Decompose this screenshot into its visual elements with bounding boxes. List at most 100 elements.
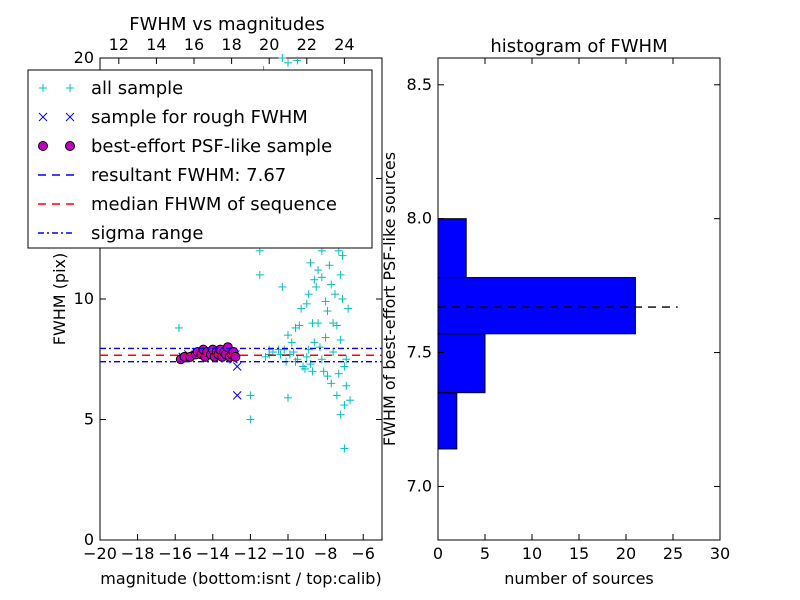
scatter-point bbox=[284, 58, 292, 67]
scatter-point bbox=[334, 369, 343, 378]
x-tick-label: −6 bbox=[351, 544, 375, 563]
y-tick-label: 8.5 bbox=[407, 75, 432, 94]
scatter-point bbox=[336, 410, 345, 419]
histogram-bar bbox=[437, 333, 486, 394]
scatter-point bbox=[230, 351, 241, 362]
scatter-point bbox=[278, 54, 287, 62]
right-y-axis-label: FWHM of best-effort PSF-like sources bbox=[380, 152, 399, 446]
y-tick-label: 10 bbox=[74, 289, 94, 308]
legend-marker bbox=[39, 84, 47, 92]
scatter-point bbox=[304, 345, 313, 354]
x-tick-label: 30 bbox=[710, 544, 730, 563]
legend-item: best-effort PSF-like sample bbox=[38, 136, 332, 157]
legend-item: sample for rough FWHM bbox=[38, 107, 308, 128]
legend-marker bbox=[65, 112, 75, 122]
legend-label: best-effort PSF-like sample bbox=[91, 136, 332, 157]
scatter-point bbox=[246, 415, 255, 424]
scatter-point bbox=[323, 372, 332, 381]
x-tick-label: −18 bbox=[121, 544, 155, 563]
scatter-point bbox=[338, 295, 347, 303]
left-x-axis-label: magnitude (bottom:isnt / top:calib) bbox=[100, 569, 381, 588]
scatter-point bbox=[255, 270, 264, 279]
scatter-point bbox=[314, 319, 323, 328]
legend-item: sigma range bbox=[38, 223, 203, 244]
legend-label: sample for rough FWHM bbox=[91, 107, 308, 128]
x-tick-label: −10 bbox=[271, 544, 305, 563]
legend-marker bbox=[38, 141, 48, 151]
scatter-point bbox=[336, 335, 345, 344]
scatter-point bbox=[319, 367, 328, 376]
scatter-point bbox=[232, 362, 242, 371]
scatter-point bbox=[332, 321, 341, 330]
top-x-tick-label: 14 bbox=[146, 35, 166, 54]
scatter-point bbox=[338, 251, 347, 260]
scatter-point bbox=[261, 352, 270, 361]
right-x-axis-label: number of sources bbox=[504, 569, 654, 588]
scatter-point bbox=[321, 333, 330, 342]
scatter-point bbox=[310, 338, 319, 347]
legend-item: median FHWM of sequence bbox=[38, 194, 337, 215]
scatter-point bbox=[302, 352, 311, 361]
legend-item: all sample bbox=[39, 78, 183, 99]
scatter-point bbox=[329, 348, 338, 357]
scatter-point bbox=[315, 343, 324, 352]
legend-label: all sample bbox=[91, 78, 183, 99]
legend-marker bbox=[66, 84, 74, 92]
x-tick-label: 10 bbox=[522, 544, 542, 563]
legend-item: resultant FWHM: 7.67 bbox=[38, 165, 286, 186]
top-x-tick-label: 24 bbox=[334, 35, 354, 54]
scatter-point bbox=[306, 258, 315, 267]
x-tick-label: 25 bbox=[663, 544, 683, 563]
scatter-point bbox=[276, 350, 285, 359]
x-tick-label: −8 bbox=[314, 544, 338, 563]
scatter-point bbox=[293, 56, 302, 65]
histogram-bar bbox=[437, 277, 636, 335]
scatter-point bbox=[327, 280, 336, 289]
left-panel: −20−18−16−14−12−10−8−6051015201214161820… bbox=[27, 14, 383, 588]
y-tick-label: 0 bbox=[84, 530, 94, 549]
scatter-point bbox=[295, 321, 304, 330]
top-x-tick-label: 12 bbox=[109, 35, 129, 54]
left-legend-items: all sample sample for rough FWHM best-effo… bbox=[38, 78, 337, 244]
scatter-point bbox=[232, 391, 242, 400]
scatter-point bbox=[317, 355, 326, 364]
scatter-point bbox=[314, 266, 323, 275]
scatter-point bbox=[336, 270, 345, 279]
scatter-point bbox=[325, 261, 334, 270]
scatter-point bbox=[304, 290, 313, 299]
scatter-point bbox=[327, 379, 336, 388]
scatter-point bbox=[274, 345, 283, 354]
left-legend: all sample sample for rough FWHM best-effo… bbox=[27, 69, 373, 249]
left-ticks: −20−18−16−14−12−10−8−6051015201214161820… bbox=[74, 35, 382, 563]
legend-marker bbox=[65, 141, 75, 151]
left-y-axis-label: FWHM (pix) bbox=[50, 253, 69, 346]
left-legend-box bbox=[27, 69, 373, 249]
scatter-point bbox=[342, 381, 351, 390]
scatter-point bbox=[317, 273, 326, 282]
right-bars bbox=[437, 218, 636, 450]
x-tick-label: −20 bbox=[83, 544, 117, 563]
scatter-point bbox=[344, 304, 353, 313]
top-x-tick-label: 16 bbox=[184, 35, 204, 54]
y-tick-label: 20 bbox=[74, 48, 94, 67]
top-x-tick-label: 20 bbox=[259, 35, 279, 54]
scatter-point bbox=[310, 275, 319, 284]
histogram-bar bbox=[437, 218, 467, 279]
scatter-point bbox=[246, 391, 255, 400]
top-x-tick-label: 18 bbox=[221, 35, 241, 54]
scatter-point bbox=[346, 396, 355, 405]
histogram-bar bbox=[437, 392, 458, 450]
scatter-point bbox=[340, 401, 349, 410]
scatter-point bbox=[287, 338, 296, 347]
scatter-point bbox=[284, 331, 292, 340]
x-tick-label: −16 bbox=[158, 544, 192, 563]
legend-label: resultant FWHM: 7.67 bbox=[91, 165, 286, 186]
scatter-point bbox=[321, 297, 330, 306]
left-panel-title: FWHM vs magnitudes bbox=[129, 14, 324, 35]
y-tick-label: 7.0 bbox=[407, 476, 432, 495]
y-tick-label: 5 bbox=[84, 410, 94, 429]
top-x-tick-label: 22 bbox=[297, 35, 317, 54]
scatter-point bbox=[312, 282, 321, 291]
scatter-point bbox=[289, 348, 298, 357]
